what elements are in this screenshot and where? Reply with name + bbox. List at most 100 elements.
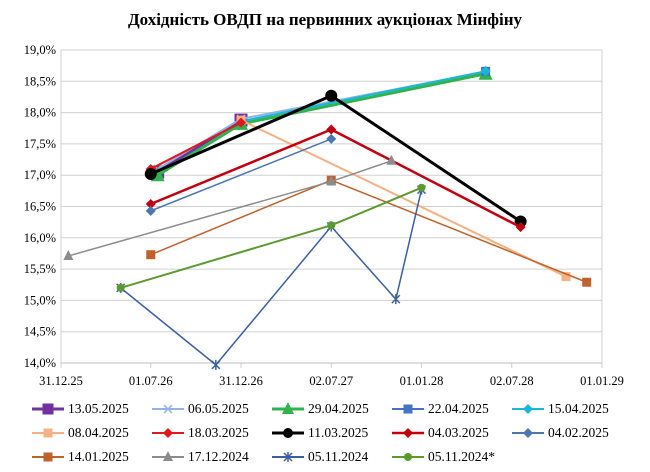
point-marker [145, 205, 156, 216]
point-marker [386, 154, 397, 165]
y-tick-label: 17,0% [24, 168, 56, 182]
y-tick-label: 18,5% [24, 74, 56, 88]
series-14 [116, 183, 426, 292]
point-marker [63, 249, 74, 260]
point-marker [42, 403, 54, 415]
y-tick-label: 15,0% [24, 293, 56, 307]
legend-label: 11.03.2025 [308, 425, 369, 440]
point-marker [325, 89, 338, 102]
legend-swatch [32, 452, 64, 462]
x-tick-label: 02.07.27 [309, 374, 353, 388]
legend-item: 04.02.2025 [510, 424, 609, 442]
series-line [150, 138, 332, 212]
legend-label: 13.05.2025 [68, 401, 129, 416]
legend-item: 14.01.2025 [30, 448, 129, 466]
legend-swatch [152, 404, 184, 414]
legend-item: 13.05.2025 [30, 400, 129, 418]
point-marker [326, 175, 337, 186]
point-marker [480, 66, 491, 77]
legend-item: 08.04.2025 [30, 424, 129, 442]
y-tick-label: 17,5% [24, 137, 56, 151]
legend-swatch [392, 404, 424, 414]
point-marker [163, 404, 173, 414]
legend-label: 14.01.2025 [68, 449, 129, 464]
y-tick-label: 16,5% [24, 200, 56, 214]
y-tick-label: 19,0% [24, 43, 56, 57]
point-marker [236, 117, 247, 128]
point-marker [523, 428, 533, 438]
series-9 [145, 124, 526, 233]
point-marker [145, 198, 156, 209]
legend-item: 05.11.2024* [390, 448, 495, 466]
y-tick-label: 18,0% [24, 106, 56, 120]
series-line [240, 119, 567, 278]
x-tick-label: 02.07.28 [490, 374, 534, 388]
series-lines [63, 65, 592, 370]
legend-item: 06.05.2025 [150, 400, 249, 418]
chart-title: Дохідність ОВДП на первинних аукціонах М… [127, 10, 523, 29]
legend-label: 04.02.2025 [548, 425, 609, 440]
legend-swatch [152, 428, 184, 438]
point-marker [391, 294, 401, 305]
point-marker [327, 221, 336, 230]
point-marker [403, 404, 413, 414]
legend-label: 22.04.2025 [428, 401, 489, 416]
series-line [240, 70, 486, 123]
legend-item: 29.04.2025 [270, 400, 369, 418]
point-marker [283, 452, 293, 462]
point-marker [326, 133, 337, 144]
y-tick-label: 14,0% [24, 356, 56, 370]
legend-item: 04.03.2025 [390, 424, 489, 442]
legend-label: 15.04.2025 [548, 401, 609, 416]
legend-item: 05.11.2024 [270, 448, 368, 466]
point-marker [582, 277, 592, 287]
legend-swatch [392, 453, 424, 461]
legend-label: 18.03.2025 [188, 425, 249, 440]
x-tick-label: 01.01.28 [400, 374, 444, 388]
point-marker [403, 428, 413, 438]
point-marker [282, 402, 294, 414]
x-tick-label: 01.01.29 [580, 374, 624, 388]
point-marker [43, 428, 53, 438]
series-12 [63, 154, 397, 260]
series-10 [145, 133, 337, 216]
point-marker [326, 124, 337, 135]
point-marker [417, 183, 426, 192]
point-marker [144, 167, 157, 180]
point-marker [523, 404, 533, 414]
y-tick-label: 16,0% [24, 231, 56, 245]
legend-swatch [32, 403, 64, 415]
legend-item: 22.04.2025 [390, 400, 489, 418]
legend-swatch [512, 404, 544, 414]
axes: 14,0% 14,5% 15,0% 15,5% 16,0% 16,5% 17,0% 17,5%… [24, 43, 624, 388]
x-tick-label: 31.12.26 [219, 374, 263, 388]
legend-label: 04.03.2025 [428, 425, 489, 440]
series-8 [144, 89, 527, 228]
legend-swatch [32, 428, 64, 438]
point-marker [211, 359, 221, 370]
point-marker [515, 222, 526, 233]
legend-label: 29.04.2025 [308, 401, 369, 416]
legend-swatch [512, 428, 544, 438]
x-tick-label: 31.12.25 [39, 374, 83, 388]
series-line [150, 121, 242, 170]
legend-label: 06.05.2025 [188, 401, 249, 416]
legend-item: 18.03.2025 [150, 424, 249, 442]
point-marker [116, 283, 125, 292]
legend-label: 05.11.2024 [308, 449, 369, 464]
legend-label: 05.11.2024* [428, 449, 495, 464]
point-marker [146, 250, 156, 260]
legend-item: 15.04.2025 [510, 400, 609, 418]
legend-item: 17.12.2024 [150, 448, 249, 466]
point-marker [561, 272, 571, 282]
x-tick-label: 01.07.26 [129, 374, 173, 388]
y-tick-label: 15,5% [24, 262, 56, 276]
point-marker [163, 451, 173, 461]
legend-swatch [152, 451, 184, 461]
legend-label: 08.04.2025 [68, 425, 129, 440]
legend-swatch [272, 402, 304, 414]
legend-label: 17.12.2024 [188, 449, 249, 464]
y-tick-label: 14,5% [24, 325, 56, 339]
point-marker [163, 428, 173, 438]
